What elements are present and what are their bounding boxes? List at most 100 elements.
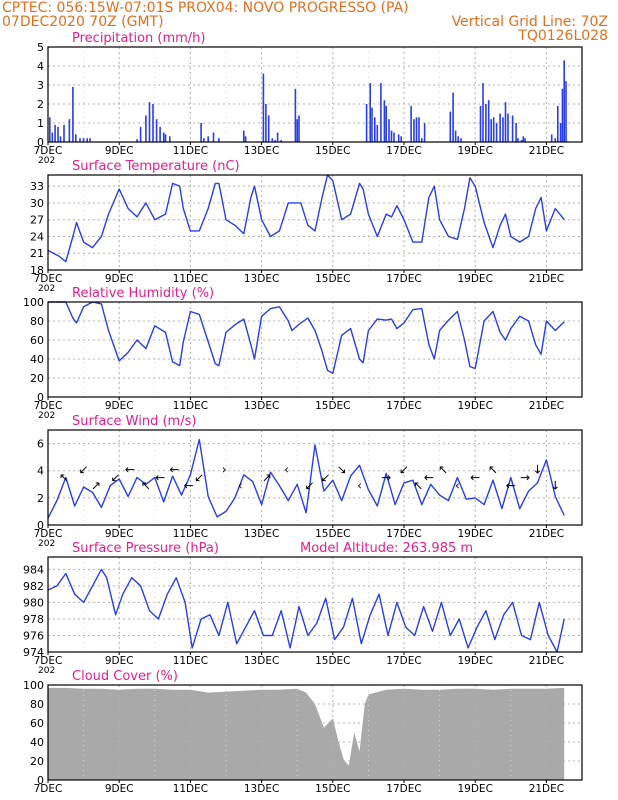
x-tick-label-wind: 13DEC: [244, 528, 279, 540]
precip-bar: [388, 119, 390, 142]
precip-bar: [507, 113, 509, 142]
precip-bar: [274, 140, 276, 142]
precip-bar: [418, 117, 420, 142]
x-tick-label-cloud: 15DEC: [315, 783, 350, 795]
wind-arrow-icon: ›: [222, 462, 227, 476]
y-tick-label-temp: 30: [30, 197, 44, 210]
wind-arrow-icon: ↖: [413, 479, 423, 493]
precip-bar: [68, 119, 71, 142]
panel-title-precip: Precipitation (mm/h): [72, 31, 205, 46]
x-tick-label-wind: 19DEC: [457, 528, 492, 540]
pressure-line: [47, 568, 565, 653]
precip-bar: [59, 136, 62, 142]
x-tick-label-wind: 17DEC: [386, 528, 421, 540]
wind-arrow-icon: ‹: [284, 462, 289, 476]
panel-title-cloud: Cloud Cover (%): [72, 669, 178, 684]
precip-bar: [162, 132, 165, 142]
x-tick-label-temp: 15DEC: [315, 273, 350, 285]
precip-bar: [397, 134, 400, 142]
header-station-line: CPTEC: 056:15W-07:01S PROX04: NOVO PROGR…: [2, 0, 409, 16]
precip-bar: [200, 123, 202, 142]
wind-arrow-icon: ↙: [399, 462, 409, 476]
y-tick-label-rh: 20: [30, 372, 44, 385]
x-tick-label-precip: 15DEC: [315, 145, 350, 157]
wind-arrow-icon: ↗: [91, 479, 101, 493]
x-tick-label-pressure: 11DEC: [173, 655, 208, 667]
precip-bar: [376, 124, 379, 142]
panel-title-pressure: Surface Pressure (hPa): [72, 541, 219, 556]
precip-bar: [72, 86, 74, 142]
panel-cloud: 0 20 40 60 80 100 Cloud Cover (%) 7DEC 9DEC 11DEC…: [23, 669, 583, 795]
rh-line: [48, 301, 565, 374]
precip-bar: [561, 88, 564, 142]
x-tick-label-cloud: 9DEC: [105, 783, 134, 795]
x-tick-label-precip: 13DEC: [244, 145, 279, 157]
precip-bar: [502, 117, 504, 142]
precip-bar: [554, 138, 557, 142]
header-run-date: 07DEC2020 70Z (GMT): [2, 14, 164, 30]
panel-rh: 0 20 40 60 80 100 Relative Humidity (%) 7DEC 9DE…: [23, 286, 583, 421]
y-tick-label-cloud: 20: [30, 755, 44, 768]
y-tick-label-precip: 5: [37, 41, 44, 54]
x-tick-label-rh: 13DEC: [244, 400, 279, 412]
precip-bar: [136, 139, 138, 142]
y-tick-label-cloud: 0: [37, 774, 44, 787]
x-tick-label-rh: 9DEC: [105, 400, 134, 412]
y-tick-label-pressure: 974: [23, 646, 44, 659]
cloud-cover-area: [48, 687, 565, 780]
y-tick-label-pressure: 984: [23, 563, 44, 576]
wind-arrow-icon: ↖: [59, 471, 69, 485]
precip-bar: [479, 105, 482, 142]
wind-arrow-icon: ‹: [238, 479, 243, 493]
precip-bar: [485, 104, 487, 142]
precip-bar: [385, 105, 387, 142]
wind-arrow-icon: ←: [470, 471, 480, 485]
x-year-label-clipped: 202: [38, 156, 55, 166]
x-tick-label-rh: 21DEC: [529, 400, 564, 412]
y-tick-label-precip: 1: [37, 117, 44, 130]
panel-temp: 18 21 24 27 30 33 Surface Temperature (nC) 7DEC…: [30, 159, 583, 294]
precip-bar: [415, 117, 418, 142]
y-tick-label-rh: 80: [30, 315, 44, 328]
wind-arrow-icon: ↙: [194, 471, 204, 485]
x-tick-label-temp: 13DEC: [244, 273, 279, 285]
plot-frame-rh: [47, 301, 583, 398]
precip-bar: [495, 123, 498, 142]
precip-bar: [557, 105, 559, 142]
precip-bar: [169, 136, 171, 142]
precip-bar: [243, 130, 245, 142]
plot-frame-pressure: [47, 556, 583, 653]
y-tick-label-temp: 27: [30, 214, 44, 227]
wind-arrow-icon: ↙: [305, 479, 315, 493]
precip-bar: [393, 132, 395, 142]
precip-bar: [207, 136, 209, 142]
precip-bar: [563, 60, 565, 142]
x-tick-label-temp: 17DEC: [386, 273, 421, 285]
panel-title-wind: Surface Wind (m/s): [72, 414, 196, 429]
precip-bar: [203, 138, 205, 142]
x-tick-label-precip: 17DEC: [386, 145, 421, 157]
x-tick-label-pressure: 9DEC: [105, 655, 134, 667]
y-tick-label-pressure: 982: [23, 580, 44, 593]
precip-bar: [75, 134, 77, 142]
precip-bar: [164, 134, 167, 142]
precip-bar: [276, 132, 279, 142]
wind-arrow-icon: ↙: [111, 471, 121, 485]
precip-bar: [89, 138, 91, 142]
x-tick-label-temp: 7DEC: [34, 273, 63, 285]
x-tick-label-cloud: 21DEC: [529, 783, 564, 795]
precip-bar: [82, 138, 85, 142]
precip-bar: [520, 140, 523, 142]
precip-bar: [482, 83, 484, 142]
y-tick-label-temp: 24: [30, 230, 44, 243]
precip-bar: [490, 119, 492, 142]
x-tick-label-precip: 11DEC: [173, 145, 208, 157]
precip-bar: [296, 119, 298, 142]
x-year-label-clipped: 202: [38, 411, 55, 421]
panel-title-temp: Surface Temperature (nC): [72, 159, 240, 174]
precip-bar: [155, 119, 158, 142]
x-tick-label-pressure: 15DEC: [315, 655, 350, 667]
precip-bar: [371, 107, 373, 142]
temp-line: [47, 174, 565, 263]
